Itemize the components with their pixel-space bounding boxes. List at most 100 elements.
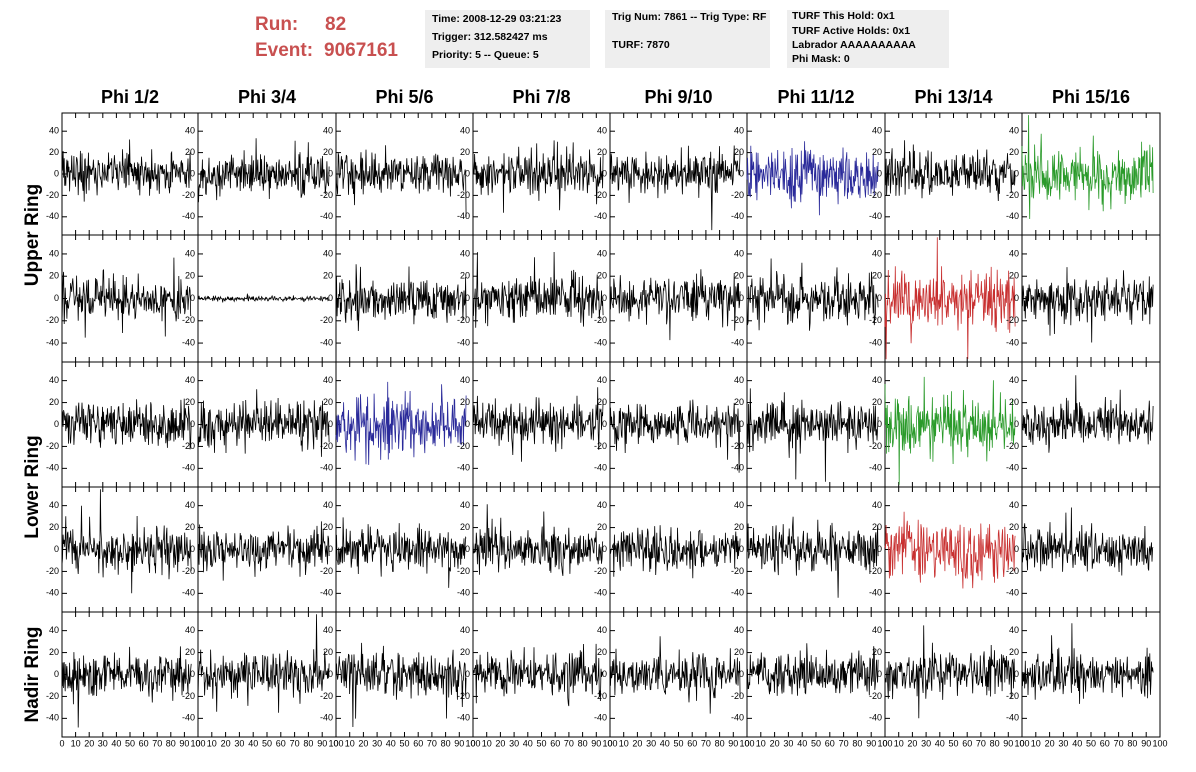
x-tick-label: 20 (770, 738, 780, 748)
y-tick-label: 40 (872, 500, 882, 510)
y-tick-label: -40 (320, 463, 333, 473)
ring-label: Lower Ring (22, 435, 43, 538)
y-tick-label: 40 (1009, 375, 1019, 385)
y-tick-label: -40 (457, 713, 470, 723)
y-tick-label: 0 (465, 293, 470, 303)
waveform (1021, 375, 1154, 453)
y-tick-label: 0 (190, 544, 195, 554)
y-tick-label: 20 (872, 647, 882, 657)
y-tick-label: 40 (597, 248, 607, 258)
y-tick-label: -40 (594, 713, 607, 723)
y-tick-label: 20 (872, 397, 882, 407)
y-tick-label: 0 (739, 293, 744, 303)
y-tick-label: -20 (46, 566, 59, 576)
waveform (61, 257, 192, 338)
column-header: Phi 7/8 (512, 87, 570, 107)
x-tick-label: 90 (317, 738, 327, 748)
y-tick-label: -40 (1006, 211, 1019, 221)
y-tick-label: -40 (457, 588, 470, 598)
x-tick-label: 20 (1045, 738, 1055, 748)
info-text: TURF This Hold: 0x1 (792, 10, 895, 22)
y-tick-label: 40 (597, 126, 607, 136)
info-box (787, 10, 949, 68)
waveform (472, 251, 604, 328)
x-tick-label: 80 (852, 738, 862, 748)
x-tick-label: 70 (1114, 738, 1124, 748)
y-tick-label: 0 (877, 669, 882, 679)
y-tick-label: -20 (1006, 691, 1019, 701)
y-tick-label: -20 (1006, 190, 1019, 200)
x-tick-label: 0 (333, 738, 338, 748)
x-tick-label: 80 (990, 738, 1000, 748)
y-tick-label: 20 (1009, 147, 1019, 157)
y-tick-label: -20 (320, 190, 333, 200)
y-tick-label: 0 (739, 544, 744, 554)
waveform (61, 398, 192, 450)
y-tick-label: -40 (457, 463, 470, 473)
waveform (1021, 507, 1154, 576)
y-tick-label: 20 (185, 647, 195, 657)
x-tick-label: 80 (1127, 738, 1137, 748)
y-tick-label: -40 (320, 211, 333, 221)
waveform (1021, 623, 1154, 704)
y-tick-label: 20 (597, 647, 607, 657)
waveform (197, 614, 330, 713)
info-text: Trig Num: 7861 -- Trig Type: RF (612, 11, 767, 23)
y-tick-label: -20 (731, 190, 744, 200)
y-tick-label: -20 (182, 441, 195, 451)
x-tick-label: 30 (98, 738, 108, 748)
info-text: Labrador AAAAAAAAAA (792, 39, 916, 51)
y-tick-label: -20 (457, 566, 470, 576)
y-tick-label: -20 (46, 691, 59, 701)
y-tick-label: 40 (1009, 625, 1019, 635)
y-tick-label: 0 (1014, 419, 1019, 429)
x-tick-label: 70 (976, 738, 986, 748)
x-tick-label: 90 (454, 738, 464, 748)
y-tick-label: 0 (602, 669, 607, 679)
column-header: Phi 13/14 (914, 87, 992, 107)
x-tick-label: 0 (882, 738, 887, 748)
y-tick-label: 40 (460, 375, 470, 385)
y-tick-label: 40 (734, 375, 744, 385)
y-tick-label: -20 (182, 315, 195, 325)
y-tick-label: 0 (739, 669, 744, 679)
x-tick-label: 70 (427, 738, 437, 748)
x-tick-label: 20 (84, 738, 94, 748)
info-text: TURF Active Holds: 0x1 (792, 25, 910, 37)
y-tick-label: -40 (594, 588, 607, 598)
waveform (197, 389, 330, 457)
waveform (609, 145, 741, 231)
y-tick-label: 20 (872, 147, 882, 157)
waveform (61, 489, 192, 594)
x-tick-label: 70 (564, 738, 574, 748)
x-tick-label: 80 (166, 738, 176, 748)
y-tick-label: -40 (594, 337, 607, 347)
y-tick-label: -20 (457, 441, 470, 451)
y-tick-label: 40 (49, 625, 59, 635)
waveform (472, 140, 604, 213)
y-tick-label: -20 (457, 315, 470, 325)
x-tick-label: 100 (877, 738, 892, 748)
y-tick-label: -20 (731, 691, 744, 701)
x-tick-label: 50 (811, 738, 821, 748)
y-tick-label: 0 (739, 168, 744, 178)
x-tick-label: 50 (536, 738, 546, 748)
y-tick-label: 20 (185, 147, 195, 157)
y-tick-label: -40 (320, 337, 333, 347)
x-tick-label: 30 (234, 738, 244, 748)
y-tick-label: -40 (731, 463, 744, 473)
y-tick-label: 40 (460, 500, 470, 510)
y-tick-label: 40 (872, 375, 882, 385)
y-tick-label: 20 (460, 147, 470, 157)
x-tick-label: 10 (756, 738, 766, 748)
y-tick-label: 20 (460, 397, 470, 407)
y-tick-label: -40 (46, 211, 59, 221)
info-text: Phi Mask: 0 (792, 53, 850, 65)
x-tick-label: 60 (139, 738, 149, 748)
y-tick-label: 0 (1014, 544, 1019, 554)
info-text: Trigger: 312.582427 ms (432, 31, 548, 43)
column-header: Phi 15/16 (1052, 87, 1130, 107)
y-tick-label: 40 (872, 625, 882, 635)
waveform (1021, 115, 1154, 220)
